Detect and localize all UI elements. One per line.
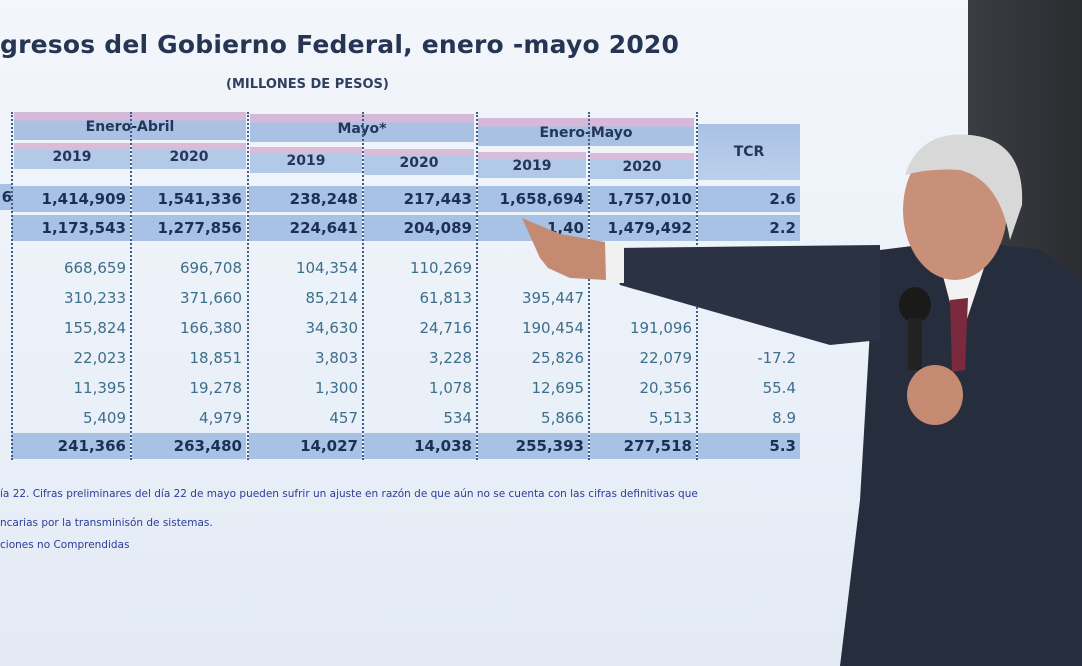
table-cell: 1,479,492	[590, 215, 696, 241]
table-cell: 395,447	[521, 289, 584, 307]
speaker-head	[903, 134, 1023, 280]
table-cell: 14,027	[249, 433, 362, 459]
year-header: 2019	[250, 147, 362, 173]
row-label-fragment: 6	[0, 184, 12, 210]
table-cell: 55.4	[762, 379, 796, 397]
table-cell: 18,851	[189, 349, 243, 367]
footnote: ncarias por la transminisón de sistemas.	[0, 517, 213, 529]
table-cell: 3,228	[429, 349, 472, 367]
table-cell: 8.9	[772, 409, 796, 427]
table-cell: 24,716	[419, 319, 473, 337]
table-cell: 217,443	[364, 186, 476, 212]
year-header: 2019	[14, 143, 130, 169]
table-cell: 34,630	[305, 319, 359, 337]
table-cell: 22,079	[639, 349, 693, 367]
table-cell: 1,414,909	[12, 186, 130, 212]
slide-title: gresos del Gobierno Federal, enero -mayo…	[0, 30, 680, 59]
table-cell: -17.2	[757, 349, 796, 367]
table-cell: 238,248	[249, 186, 362, 212]
table-cell: 1,078	[429, 379, 472, 397]
table-cell: 190,454	[521, 319, 584, 337]
table-cell: 5.3	[698, 433, 800, 459]
table-cell: 310,233	[63, 289, 126, 307]
table-cell: 534	[443, 409, 472, 427]
table-cell: 104,354	[295, 259, 358, 277]
table-cell: 1,277,856	[132, 215, 246, 241]
table-cell: 25,826	[531, 349, 585, 367]
table-cell: 241,366	[12, 433, 130, 459]
table-cell: 14,038	[364, 433, 476, 459]
column-divider	[247, 112, 249, 460]
year-header: 2020	[590, 153, 694, 179]
table-cell: 1,757,010	[590, 186, 696, 212]
slide-subtitle: (MILLONES DE PESOS)	[226, 77, 389, 92]
table-cell: 5,513	[649, 409, 692, 427]
speaker-hand	[907, 365, 963, 425]
column-divider	[588, 112, 590, 460]
group-header-enero-mayo: Enero-Mayo	[478, 118, 694, 146]
year-header: 2019	[478, 152, 586, 178]
year-header: 2020	[364, 149, 474, 175]
table-cell: 166,380	[179, 319, 242, 337]
table-cell: 1,541,336	[132, 186, 246, 212]
table-cell: 5,409	[83, 409, 126, 427]
table-cell: 1,658,694	[478, 186, 588, 212]
table-cell: 2.6	[698, 186, 800, 212]
year-header: 2020	[132, 143, 246, 169]
column-divider	[130, 112, 132, 460]
microphone-icon	[899, 287, 931, 370]
table-cell: 371,660	[179, 289, 242, 307]
table-cell: 255,393	[478, 433, 588, 459]
table-cell: 20,356	[639, 379, 693, 397]
table-cell: 61,813	[419, 289, 473, 307]
tcr-header: TCR	[698, 124, 800, 180]
column-divider	[11, 112, 13, 460]
speaker-arm	[522, 218, 880, 345]
table-cell: 11,395	[73, 379, 127, 397]
table-cell: 1,173,543	[12, 215, 130, 241]
table-cell: 224,641	[249, 215, 362, 241]
table-cell: 204,089	[364, 215, 476, 241]
table-cell: 85,214	[305, 289, 359, 307]
table-cell: 263,480	[132, 433, 246, 459]
table-cell: 155,824	[63, 319, 126, 337]
table-cell: 110,269	[409, 259, 472, 277]
table-cell: 277,518	[590, 433, 696, 459]
table-cell: 19,278	[189, 379, 243, 397]
column-divider	[476, 112, 478, 460]
table-cell: 457	[329, 409, 358, 427]
column-divider	[362, 112, 364, 460]
table-cell: 668,659	[63, 259, 126, 277]
table-cell: 696,708	[179, 259, 242, 277]
table-cell: 2.2	[698, 215, 800, 241]
table-cell: 22,023	[73, 349, 127, 367]
table-cell: 191,096	[629, 319, 692, 337]
speaker-body	[840, 240, 1082, 666]
footnote: ía 22. Cifras preliminares del día 22 de…	[0, 488, 698, 500]
footnote: ciones no Comprendidas	[0, 539, 130, 551]
table-cell: 3,803	[315, 349, 358, 367]
table-cell: 4,979	[199, 409, 242, 427]
table-cell: 12,695	[531, 379, 585, 397]
table-cell: 1,300	[315, 379, 358, 397]
table-cell: 5,866	[541, 409, 584, 427]
